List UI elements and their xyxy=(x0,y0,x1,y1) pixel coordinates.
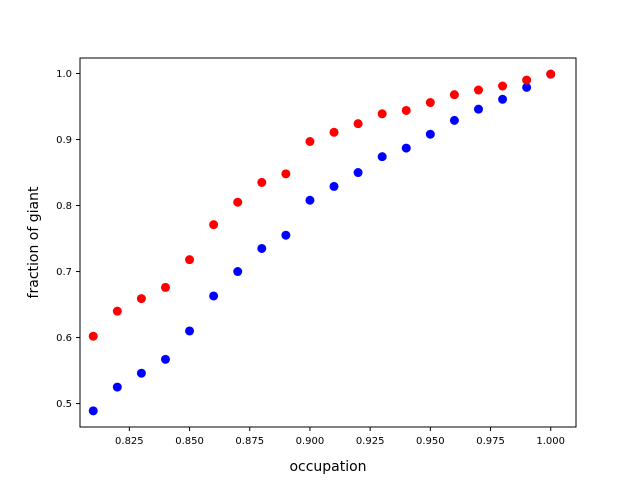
data-point-series-1 xyxy=(88,406,98,416)
data-point-series-1 xyxy=(353,168,363,178)
data-point-series-1 xyxy=(209,291,219,301)
data-point-series-1 xyxy=(305,195,315,205)
x-tick-label: 0.975 xyxy=(476,436,505,447)
data-point-series-2 xyxy=(425,98,435,108)
data-point-series-2 xyxy=(522,75,532,85)
plot-area xyxy=(88,69,556,416)
data-point-series-2 xyxy=(329,127,339,137)
data-point-series-2 xyxy=(136,294,146,304)
data-point-series-1 xyxy=(329,181,339,191)
data-point-series-2 xyxy=(160,282,170,292)
data-point-series-1 xyxy=(425,129,435,139)
data-point-series-2 xyxy=(209,220,219,230)
x-tick-label: 0.825 xyxy=(115,436,144,447)
x-tick-label: 0.950 xyxy=(416,436,445,447)
data-point-series-1 xyxy=(498,94,508,104)
x-axis-label: occupation xyxy=(289,459,366,475)
data-point-series-2 xyxy=(88,331,98,341)
y-tick-label: 0.5 xyxy=(56,399,72,410)
data-point-series-2 xyxy=(305,137,315,147)
y-axis-ticks: 0.5 0.6 0.7 0.8 0.9 1.0 xyxy=(56,69,80,410)
plot-frame xyxy=(79,57,577,428)
data-point-series-2 xyxy=(401,105,411,115)
x-tick-label: 0.875 xyxy=(235,436,264,447)
x-axis-ticks: 0.825 0.850 0.875 0.900 0.925 0.950 0.975 1.000 xyxy=(115,427,565,447)
data-point-series-2 xyxy=(112,306,122,316)
data-point-series-2 xyxy=(257,177,267,187)
data-point-series-1 xyxy=(185,326,195,336)
x-tick-label: 0.925 xyxy=(356,436,385,447)
y-tick-label: 0.8 xyxy=(56,201,72,212)
data-point-series-1 xyxy=(112,382,122,392)
x-tick-label: 0.900 xyxy=(296,436,325,447)
data-point-series-1 xyxy=(449,115,459,125)
data-point-series-2 xyxy=(353,119,363,129)
data-point-series-1 xyxy=(257,243,267,253)
y-tick-label: 0.7 xyxy=(56,267,72,278)
x-tick-label: 1.000 xyxy=(536,436,565,447)
y-tick-label: 1.0 xyxy=(56,69,72,80)
data-point-series-1 xyxy=(401,143,411,153)
x-tick-label: 0.850 xyxy=(175,436,204,447)
data-point-series-2 xyxy=(546,69,556,79)
data-point-series-2 xyxy=(449,90,459,100)
data-point-series-2 xyxy=(473,85,483,95)
data-point-series-1 xyxy=(233,267,243,277)
data-point-series-2 xyxy=(281,169,291,179)
data-point-series-2 xyxy=(377,109,387,119)
data-point-series-2 xyxy=(185,255,195,265)
data-point-series-1 xyxy=(136,368,146,378)
data-point-series-1 xyxy=(281,230,291,240)
y-tick-label: 0.9 xyxy=(56,135,72,146)
data-point-series-1 xyxy=(473,104,483,114)
y-axis-label: fraction of giant xyxy=(26,186,42,298)
y-tick-label: 0.6 xyxy=(56,333,72,344)
data-point-series-1 xyxy=(522,82,532,92)
data-point-series-1 xyxy=(377,152,387,162)
data-point-series-2 xyxy=(233,197,243,207)
data-point-series-2 xyxy=(498,81,508,91)
data-point-series-1 xyxy=(160,354,170,364)
